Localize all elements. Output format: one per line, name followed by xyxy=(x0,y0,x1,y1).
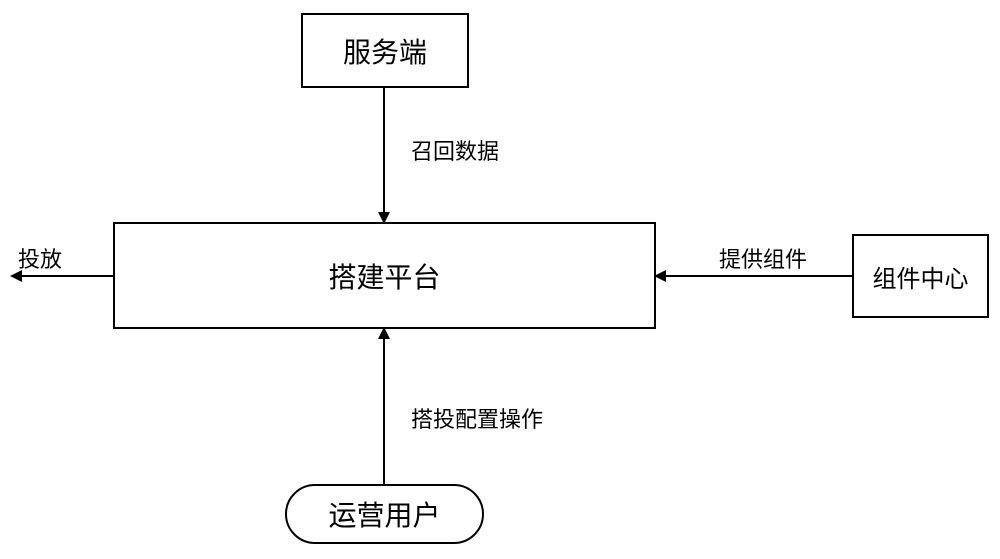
node-component-center-label: 组件中心 xyxy=(873,259,969,294)
edge-label-recall-data: 召回数据 xyxy=(411,134,499,166)
node-user-label: 运营用户 xyxy=(328,494,440,534)
edge-label-deploy: 投放 xyxy=(18,242,62,274)
node-platform: 搭建平台 xyxy=(113,222,656,329)
node-server-label: 服务端 xyxy=(343,31,427,71)
diagram-canvas: 服务端 搭建平台 组件中心 运营用户 召回数据 提供组件 搭投配置操作 投放 xyxy=(0,0,1000,559)
node-user: 运营用户 xyxy=(285,484,484,544)
node-component-center: 组件中心 xyxy=(852,234,989,318)
node-server: 服务端 xyxy=(301,13,469,88)
node-platform-label: 搭建平台 xyxy=(328,256,440,296)
edge-label-config-operation: 搭投配置操作 xyxy=(411,402,543,434)
edge-label-provide-component: 提供组件 xyxy=(719,242,807,274)
